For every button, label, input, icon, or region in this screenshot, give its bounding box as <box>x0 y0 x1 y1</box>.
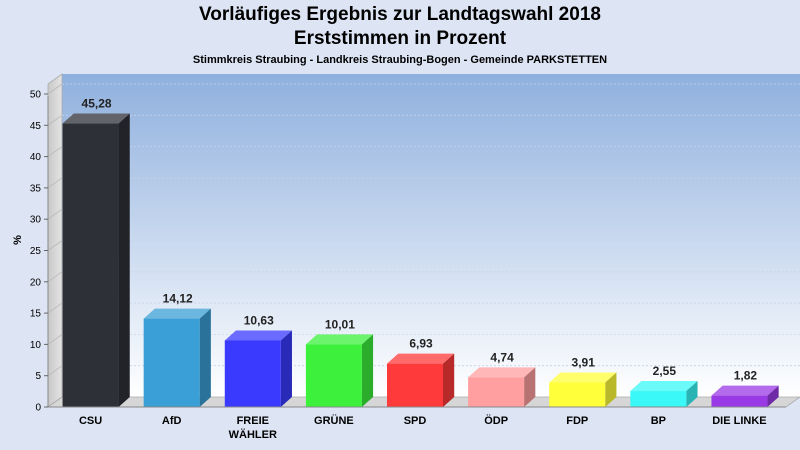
bar-front <box>468 377 525 407</box>
x-tick-label: CSU <box>79 415 102 427</box>
bar: 4,74 <box>468 350 536 407</box>
bar-top <box>468 367 536 378</box>
bar-top <box>387 353 455 364</box>
bar-side <box>686 381 698 407</box>
bar-top <box>305 334 374 345</box>
y-axis-label: % <box>12 235 24 245</box>
y-axis: 0 5 10 15 20 25 30 35 40 45 50% <box>12 90 49 414</box>
bar: 10,63 <box>224 313 292 407</box>
chart-title-line2: Erststimmen in Prozent <box>293 28 507 49</box>
y-tick-label: 5 <box>35 371 41 382</box>
data-label: 10,01 <box>325 317 355 331</box>
bar-side <box>280 330 292 407</box>
x-tick-label: AfD <box>162 415 182 427</box>
bar: 6,93 <box>387 337 455 407</box>
bar-top <box>62 113 130 124</box>
x-tick-label: DIE LINKE <box>712 415 766 427</box>
y-tick-label: 40 <box>30 152 42 163</box>
data-label: 45,28 <box>82 97 112 111</box>
bar-side <box>361 334 374 407</box>
data-label: 1,82 <box>734 369 758 383</box>
bar-side <box>605 372 617 407</box>
bar: 1,82 <box>711 369 779 407</box>
gridline-wall <box>47 334 63 345</box>
y-tick-label: 25 <box>30 246 42 257</box>
bars: 45,28 14,12 10,63 10,01 6,93 4,74 3,91 2,55 1,82 <box>62 97 779 407</box>
bar-side <box>443 353 455 407</box>
gridline-wall <box>47 177 63 189</box>
bar-side <box>767 385 779 407</box>
bar-top <box>143 308 211 319</box>
y-tick-label: 30 <box>30 215 42 226</box>
bar: 3,91 <box>549 356 617 407</box>
y-tick-label: 0 <box>35 403 41 414</box>
y-tick-label: 35 <box>30 183 42 194</box>
bar: 45,28 <box>62 97 130 407</box>
bar-top <box>224 330 292 341</box>
data-label: 14,12 <box>163 292 193 306</box>
gridline-wall <box>47 208 63 220</box>
bar-side <box>199 308 211 407</box>
bar-front <box>711 395 768 407</box>
data-label: 6,93 <box>409 337 433 351</box>
chart-title: Vorläufiges Ergebnis zur Landtagswahl 20… <box>199 4 601 25</box>
gridline-wall <box>47 83 63 95</box>
bar-side <box>118 113 130 407</box>
bar-front <box>549 382 606 407</box>
data-label: 2,55 <box>653 364 677 378</box>
x-tick-label: BP <box>651 415 666 427</box>
bar-front <box>224 340 281 407</box>
y-tick-label: 45 <box>30 121 42 132</box>
bar-front <box>387 363 443 407</box>
bar: 14,12 <box>143 292 211 407</box>
y-tick-label: 50 <box>30 90 42 101</box>
bar-front <box>305 344 362 407</box>
bar-front <box>630 391 687 407</box>
bar-side <box>524 367 536 407</box>
x-tick-label: WÄHLER <box>229 428 277 441</box>
data-label: 3,91 <box>572 356 596 370</box>
y-tick-label: 20 <box>30 277 42 288</box>
bar: 2,55 <box>630 364 698 407</box>
bar-top <box>549 372 617 383</box>
data-label: 10,63 <box>244 313 274 327</box>
bar-top <box>711 385 779 396</box>
bar-front <box>62 123 119 407</box>
gridline-wall <box>47 240 63 251</box>
x-tick-label: FREIE <box>237 415 269 427</box>
y-tick-label: 15 <box>30 309 42 320</box>
bar-top <box>630 381 698 392</box>
gridline-wall <box>47 114 63 126</box>
x-tick-label: FDP <box>566 415 588 427</box>
bar: 10,01 <box>305 317 374 407</box>
chart-subtitle: Stimmkreis Straubing - Landkreis Straubi… <box>192 54 608 66</box>
y-tick-label: 10 <box>30 340 42 351</box>
data-label: 4,74 <box>490 350 514 364</box>
bar-front <box>143 318 200 407</box>
x-tick-label: ÖDP <box>484 414 508 427</box>
gridline-wall <box>47 271 63 283</box>
gridline-wall <box>47 302 63 314</box>
x-tick-label: GRÜNE <box>314 414 354 427</box>
gridline-wall <box>47 146 63 157</box>
x-tick-label: SPD <box>404 415 427 427</box>
gridline-wall <box>47 365 63 377</box>
